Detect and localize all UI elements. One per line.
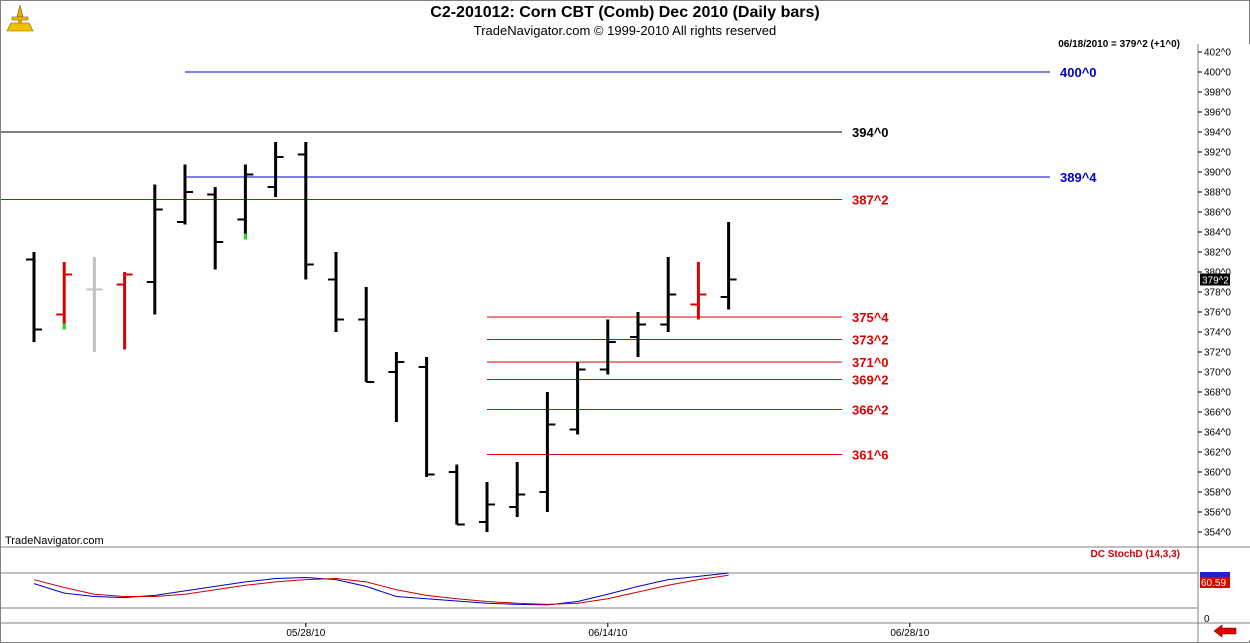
y-tick-label: 402^0 <box>1204 48 1231 59</box>
stoch-value-label: 60.59 <box>1201 578 1226 589</box>
trade-navigator-logo-icon <box>6 4 34 32</box>
y-tick-label: 366^0 <box>1204 408 1231 419</box>
stoch-d-line <box>33 574 729 605</box>
y-tick-label: 362^0 <box>1204 448 1231 459</box>
level-label: 387^2 <box>852 193 889 208</box>
level-label: 375^4 <box>852 310 889 325</box>
y-tick-label: 390^0 <box>1204 168 1231 179</box>
x-tick-label: 06/28/10 <box>890 628 929 639</box>
last-price-label: 379^2 <box>1202 276 1229 287</box>
y-tick-label: 378^0 <box>1204 288 1231 299</box>
stoch-zero-label: 0 <box>1204 614 1210 625</box>
chart-title: C2-201012: Corn CBT (Comb) Dec 2010 (Dai… <box>430 4 820 21</box>
level-label: 366^2 <box>852 403 889 418</box>
y-tick-label: 372^0 <box>1204 348 1231 359</box>
level-label: 373^2 <box>852 333 889 348</box>
price-readout: 06/18/2010 = 379^2 (+1^0) <box>1058 39 1180 50</box>
x-tick-label: 06/14/10 <box>588 628 627 639</box>
stoch-d-box <box>1200 577 1230 588</box>
y-tick-label: 394^0 <box>1204 128 1231 139</box>
left-arrow-icon[interactable] <box>1213 624 1237 638</box>
y-tick-label: 354^0 <box>1204 528 1231 539</box>
level-label: 361^6 <box>852 448 889 463</box>
y-tick-label: 392^0 <box>1204 148 1231 159</box>
y-tick-label: 358^0 <box>1204 488 1231 499</box>
level-label: 400^0 <box>1060 65 1097 80</box>
y-tick-label: 386^0 <box>1204 208 1231 219</box>
watermark: TradeNavigator.com <box>5 535 104 547</box>
x-tick-label: 05/28/10 <box>286 628 325 639</box>
price-axis-area <box>1198 44 1250 640</box>
y-tick-label: 364^0 <box>1204 428 1231 439</box>
level-label: 369^2 <box>852 373 889 388</box>
stochastic-label: DC StochD (14,3,3) <box>1090 549 1180 560</box>
y-tick-label: 400^0 <box>1204 68 1231 79</box>
stoch-k-line <box>33 572 729 606</box>
y-tick-label: 368^0 <box>1204 388 1231 399</box>
level-label: 371^0 <box>852 355 889 370</box>
y-tick-label: 380^0 <box>1204 268 1231 279</box>
level-label: 394^0 <box>852 125 889 140</box>
y-tick-label: 382^0 <box>1204 248 1231 259</box>
y-tick-label: 398^0 <box>1204 88 1231 99</box>
y-tick-label: 384^0 <box>1204 228 1231 239</box>
chart-subtitle: TradeNavigator.com © 1999-2010 All right… <box>473 23 777 38</box>
y-tick-label: 360^0 <box>1204 468 1231 479</box>
level-label: 389^4 <box>1060 170 1097 185</box>
last-price-box <box>1200 273 1230 286</box>
y-tick-label: 356^0 <box>1204 508 1231 519</box>
y-tick-label: 376^0 <box>1204 308 1231 319</box>
y-tick-label: 370^0 <box>1204 368 1231 379</box>
y-tick-label: 388^0 <box>1204 188 1231 199</box>
y-tick-label: 374^0 <box>1204 328 1231 339</box>
y-tick-label: 396^0 <box>1204 108 1231 119</box>
